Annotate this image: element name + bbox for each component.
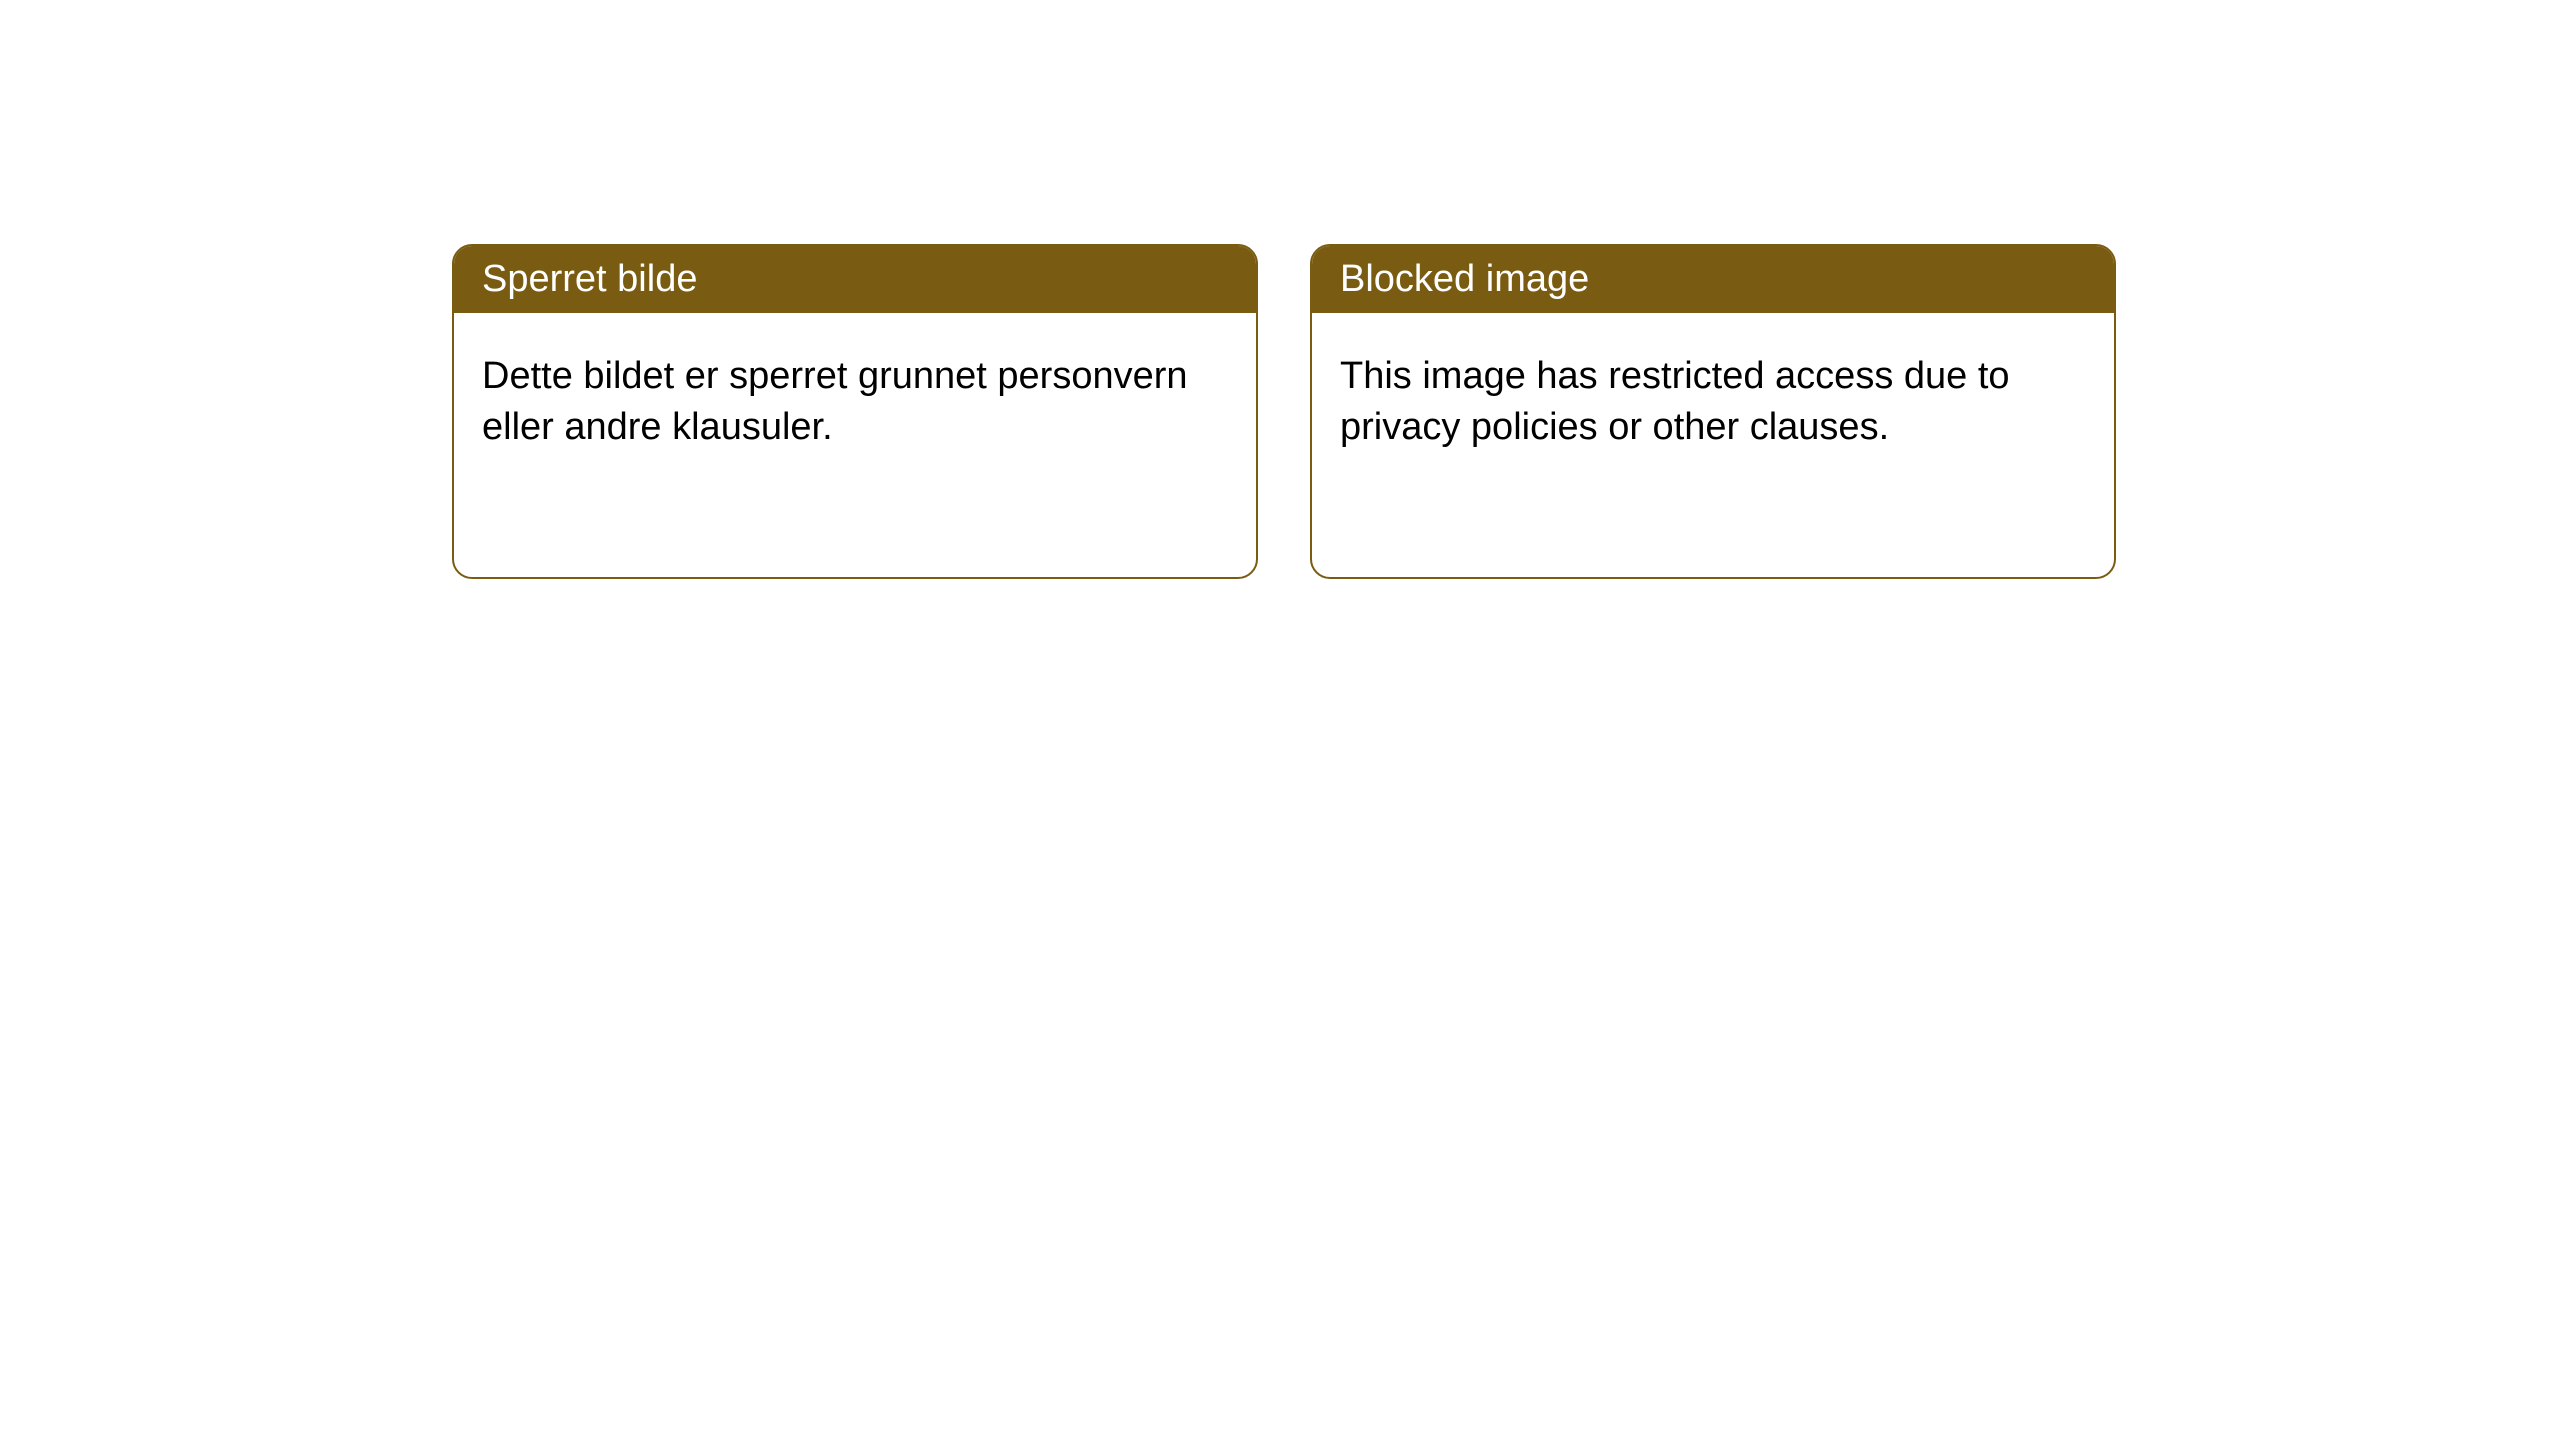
notice-card-left-title: Sperret bilde bbox=[454, 246, 1256, 313]
notice-card-left: Sperret bilde Dette bildet er sperret gr… bbox=[452, 244, 1258, 579]
notice-card-right-title: Blocked image bbox=[1312, 246, 2114, 313]
notice-card-left-body: Dette bildet er sperret grunnet personve… bbox=[454, 313, 1256, 492]
notice-card-right: Blocked image This image has restricted … bbox=[1310, 244, 2116, 579]
notice-container: Sperret bilde Dette bildet er sperret gr… bbox=[452, 244, 2116, 579]
notice-card-right-body: This image has restricted access due to … bbox=[1312, 313, 2114, 492]
